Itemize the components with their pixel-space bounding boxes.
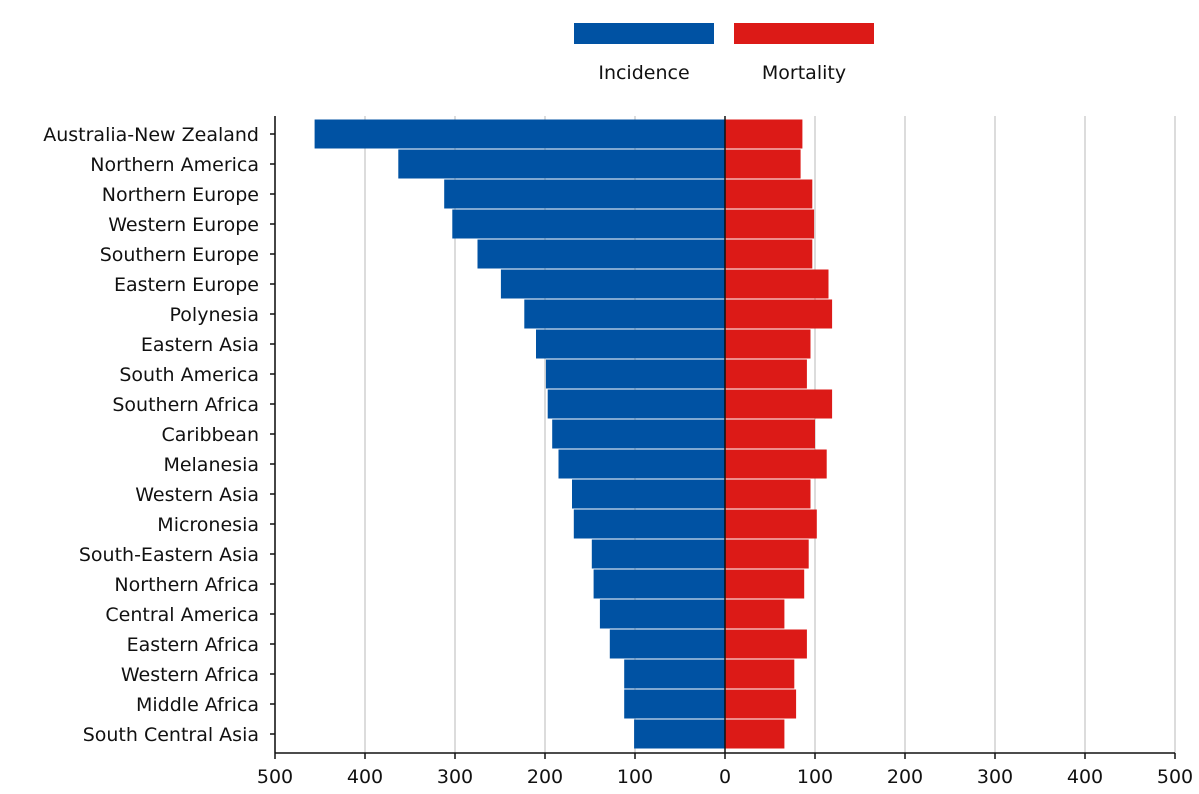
- category-label: Central America: [105, 604, 259, 626]
- mortality-bar: [725, 569, 805, 599]
- incidence-bar: [545, 359, 725, 389]
- incidence-bar: [552, 419, 725, 449]
- category-label: Melanesia: [163, 454, 259, 476]
- legend-label: Mortality: [762, 62, 846, 84]
- incidence-bar: [452, 209, 725, 239]
- category-label: Australia-New Zealand: [43, 124, 259, 146]
- incidence-bar: [314, 119, 725, 149]
- category-label: Western Asia: [135, 484, 259, 506]
- mortality-bar: [725, 149, 801, 179]
- incidence-bar: [634, 719, 725, 749]
- legend-swatch: [734, 23, 874, 44]
- category-label: Western Africa: [121, 664, 259, 686]
- incidence-bar: [624, 689, 725, 719]
- x-tick-label: 400: [1067, 766, 1103, 788]
- category-label: Polynesia: [170, 304, 259, 326]
- incidence-bar: [573, 509, 725, 539]
- legend-label: Incidence: [598, 62, 689, 84]
- mortality-bar: [725, 299, 833, 329]
- category-label: Northern America: [90, 154, 259, 176]
- mortality-bar: [725, 539, 809, 569]
- incidence-bar: [444, 179, 725, 209]
- mortality-bar: [725, 599, 785, 629]
- category-label: South America: [119, 364, 259, 386]
- category-label: Western Europe: [108, 214, 259, 236]
- mortality-bar: [725, 479, 811, 509]
- mortality-bar: [725, 329, 811, 359]
- category-label: Southern Africa: [112, 394, 259, 416]
- incidence-bar: [536, 329, 725, 359]
- mortality-bar: [725, 179, 813, 209]
- mortality-bar: [725, 119, 803, 149]
- mortality-bar: [725, 389, 833, 419]
- incidence-bar: [624, 659, 725, 689]
- x-tick-label: 400: [347, 766, 383, 788]
- mortality-bar: [725, 509, 817, 539]
- x-tick-label: 200: [527, 766, 563, 788]
- incidence-bar: [500, 269, 725, 299]
- incidence-bar: [609, 629, 725, 659]
- category-label: Middle Africa: [136, 694, 259, 716]
- bars: [314, 119, 833, 749]
- category-label: Southern Europe: [100, 244, 259, 266]
- category-label: Eastern Asia: [141, 334, 259, 356]
- mortality-bar: [725, 419, 815, 449]
- category-label: Caribbean: [162, 424, 260, 446]
- category-label: Northern Africa: [114, 574, 259, 596]
- x-tick-label: 100: [797, 766, 833, 788]
- incidence-bar: [524, 299, 725, 329]
- incidence-bar: [591, 539, 725, 569]
- category-label: Micronesia: [157, 514, 259, 536]
- incidence-bar: [547, 389, 725, 419]
- x-tick-label: 200: [887, 766, 923, 788]
- category-labels: Australia-New Zealand Northern America Nor…: [43, 124, 259, 746]
- legend-swatch: [574, 23, 714, 44]
- mortality-bar: [725, 239, 813, 269]
- category-label: Northern Europe: [102, 184, 259, 206]
- mortality-bar: [725, 719, 785, 749]
- incidence-bar: [572, 479, 725, 509]
- category-label: South-Eastern Asia: [79, 544, 259, 566]
- x-tick-label: 0: [719, 766, 731, 788]
- mortality-bar: [725, 359, 807, 389]
- mortality-bar: [725, 209, 815, 239]
- axes: [270, 116, 1176, 759]
- x-tick-labels: 500 400 300 200 100 0 100 200 300 400 500: [257, 766, 1193, 788]
- mortality-bar: [725, 689, 797, 719]
- mortality-bar: [725, 629, 807, 659]
- x-tick-label: 500: [1157, 766, 1193, 788]
- mortality-bar: [725, 449, 827, 479]
- category-label: Eastern Africa: [127, 634, 259, 656]
- incidence-bar: [593, 569, 725, 599]
- category-label: Eastern Europe: [114, 274, 259, 296]
- incidence-bar: [477, 239, 725, 269]
- incidence-bar: [558, 449, 725, 479]
- incidence-bar: [599, 599, 725, 629]
- x-tick-label: 100: [617, 766, 653, 788]
- x-tick-label: 500: [257, 766, 293, 788]
- mortality-bar: [725, 269, 829, 299]
- mortality-bar: [725, 659, 795, 689]
- category-label: South Central Asia: [83, 724, 259, 746]
- legend: Incidence Mortality: [574, 23, 874, 84]
- x-tick-label: 300: [977, 766, 1013, 788]
- incidence-bar: [398, 149, 725, 179]
- x-tick-label: 300: [437, 766, 473, 788]
